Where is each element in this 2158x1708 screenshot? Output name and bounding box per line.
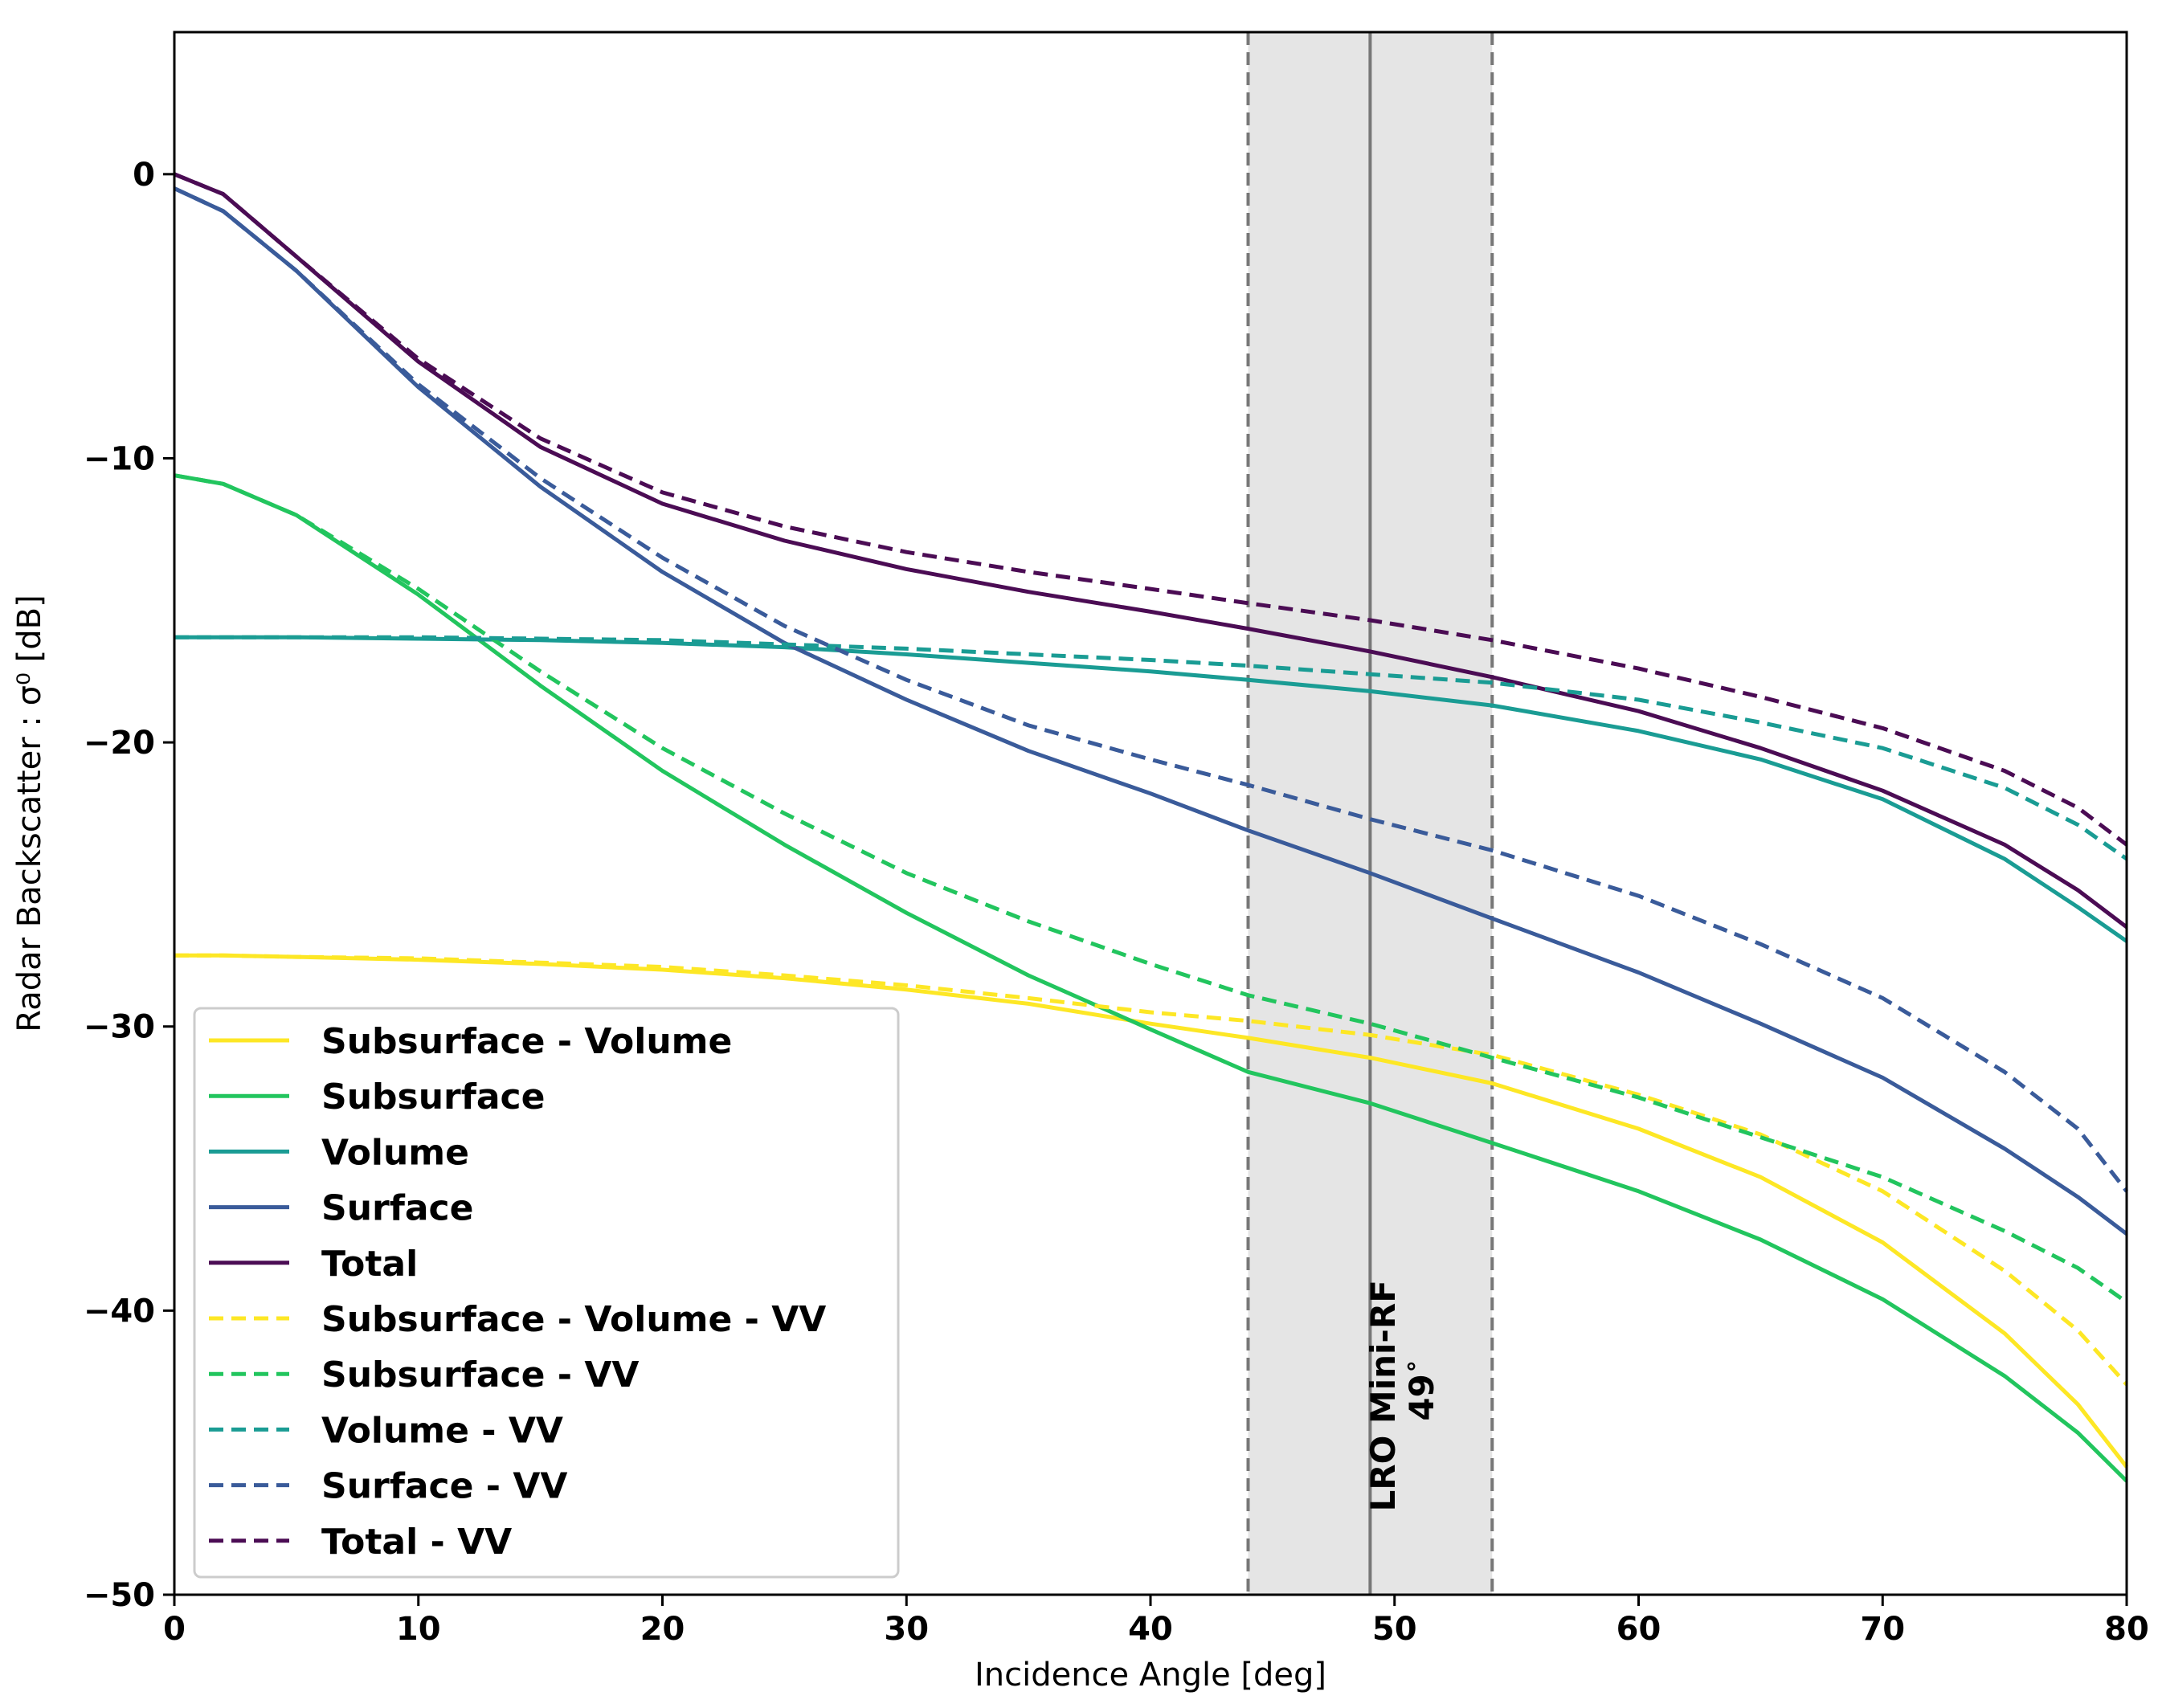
legend: Subsurface - Volume Subsurface Volume Surfa… bbox=[193, 1007, 900, 1579]
legend-label-3: Surface bbox=[321, 1188, 473, 1229]
legend-label-1: Subsurface bbox=[321, 1077, 545, 1118]
annotation-angle: 49 bbox=[1402, 1374, 1441, 1420]
x-tick-label: 60 bbox=[1616, 1611, 1661, 1648]
annotation-line-2: 49∘ bbox=[1397, 1359, 1441, 1420]
series-line-4 bbox=[174, 172, 2128, 929]
legend-label-7: Volume - VV bbox=[321, 1410, 563, 1451]
x-axis-ticks: 0 10 20 30 40 50 60 70 80 bbox=[163, 1595, 2149, 1648]
x-tick-label: 30 bbox=[884, 1611, 929, 1648]
series-line-0 bbox=[174, 953, 2128, 1469]
series-line-7 bbox=[174, 635, 2128, 861]
y-axis-ticks: 0 −10 −20 −30 −40 −50 bbox=[84, 157, 174, 1614]
degree-symbol: ∘ bbox=[1397, 1359, 1425, 1374]
legend-box bbox=[193, 1007, 900, 1579]
series-line-3 bbox=[173, 186, 2128, 1236]
mini-rf-annotation: LRO Mini-RF 49∘ bbox=[1363, 1268, 1441, 1511]
legend-label-0: Subsurface - Volume bbox=[321, 1021, 732, 1062]
x-tick-label: 70 bbox=[1860, 1611, 1905, 1648]
y-axis-label: Radar Backscatter : σ⁰ [dB] bbox=[11, 595, 48, 1032]
series-line-8 bbox=[173, 186, 2128, 1193]
series-layer bbox=[173, 172, 2128, 1483]
series-line-6 bbox=[174, 473, 2128, 1304]
legend-label-9: Total - VV bbox=[321, 1522, 512, 1563]
x-tick-label: 10 bbox=[396, 1611, 441, 1648]
legend-label-6: Subsurface - VV bbox=[321, 1355, 639, 1395]
legend-label-5: Subsurface - Volume - VV bbox=[321, 1299, 826, 1340]
x-tick-label: 50 bbox=[1372, 1611, 1417, 1648]
x-tick-label: 80 bbox=[2104, 1611, 2149, 1648]
series-line-2 bbox=[174, 635, 2128, 943]
x-tick-label: 40 bbox=[1128, 1611, 1173, 1648]
x-axis-label: Incidence Angle [deg] bbox=[975, 1657, 1326, 1694]
annotation-layer bbox=[1246, 32, 1494, 1595]
x-tick-label: 20 bbox=[640, 1611, 685, 1648]
y-tick-label: −40 bbox=[84, 1293, 155, 1330]
y-tick-label: −50 bbox=[84, 1577, 155, 1614]
legend-items: Subsurface - Volume Subsurface Volume Surfa… bbox=[209, 1021, 826, 1563]
y-tick-label: −30 bbox=[84, 1009, 155, 1046]
y-tick-label: −20 bbox=[84, 725, 155, 762]
legend-label-2: Volume bbox=[321, 1132, 469, 1173]
series-line-9 bbox=[174, 172, 2128, 847]
legend-label-8: Surface - VV bbox=[321, 1466, 567, 1507]
y-tick-label: −10 bbox=[84, 440, 155, 477]
x-tick-label: 0 bbox=[163, 1611, 186, 1648]
series-line-1 bbox=[174, 473, 2128, 1483]
series-line-5 bbox=[174, 953, 2128, 1386]
y-tick-label: 0 bbox=[133, 157, 155, 194]
legend-label-4: Total bbox=[321, 1244, 418, 1285]
annotation-line-1: LRO Mini-RF bbox=[1363, 1280, 1403, 1511]
